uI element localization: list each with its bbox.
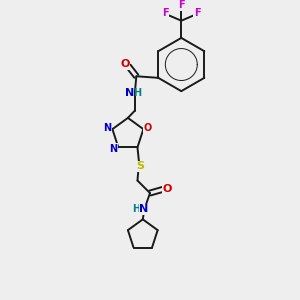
Text: O: O [163,184,172,194]
Text: F: F [162,8,169,18]
Text: H: H [133,204,141,214]
Text: H: H [133,88,141,98]
Text: N: N [139,204,148,214]
Text: O: O [144,123,152,133]
Text: N: N [103,123,112,133]
Text: F: F [178,0,184,10]
Text: O: O [120,59,130,69]
Text: S: S [136,161,144,171]
Text: N: N [109,144,117,154]
Text: F: F [194,8,200,18]
Text: N: N [124,88,134,98]
